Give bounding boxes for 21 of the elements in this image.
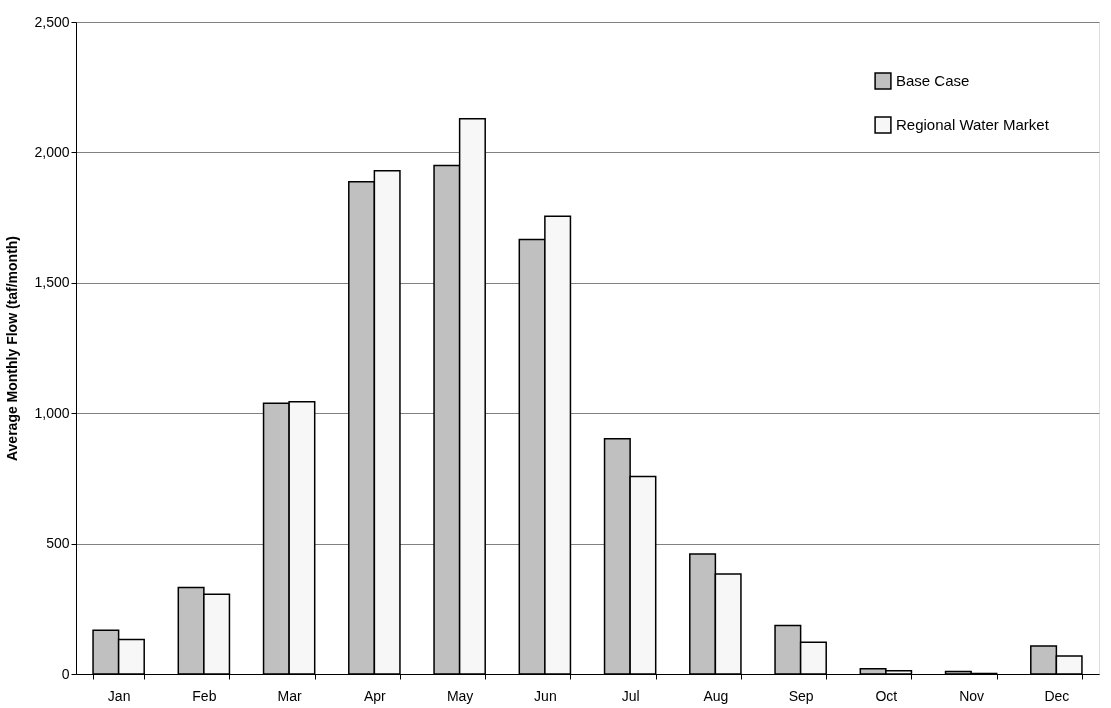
x-tick-label: Jul [621, 687, 640, 704]
x-tick-label: Sep [788, 687, 814, 704]
x-tick-label: Nov [959, 687, 985, 704]
x-tick-label: Mar [277, 687, 303, 704]
y-axis-title: Average Monthly Flow (taf/month) [4, 235, 21, 462]
x-tick-label: Dec [1044, 687, 1070, 704]
x-tick-label: Aug [703, 687, 729, 704]
x-tick-label: Feb [192, 687, 217, 704]
y-tick-label: 500 [46, 535, 70, 552]
y-tick-label: 2,500 [34, 13, 70, 30]
x-tick-label: Jun [534, 687, 557, 704]
x-tick-label: Apr [363, 687, 387, 704]
x-tick-label: May [446, 687, 474, 704]
y-tick-label: 2,000 [34, 143, 70, 160]
y-tick-label: 1,500 [34, 274, 70, 291]
x-tick-label: Jan [107, 687, 131, 704]
legend-label: Base Case [896, 72, 970, 89]
y-tick-label: 1,000 [34, 404, 70, 421]
x-tick-label: Oct [875, 687, 898, 704]
y-tick-label: 0 [61, 665, 70, 682]
legend-label: Regional Water Market [896, 116, 1050, 133]
